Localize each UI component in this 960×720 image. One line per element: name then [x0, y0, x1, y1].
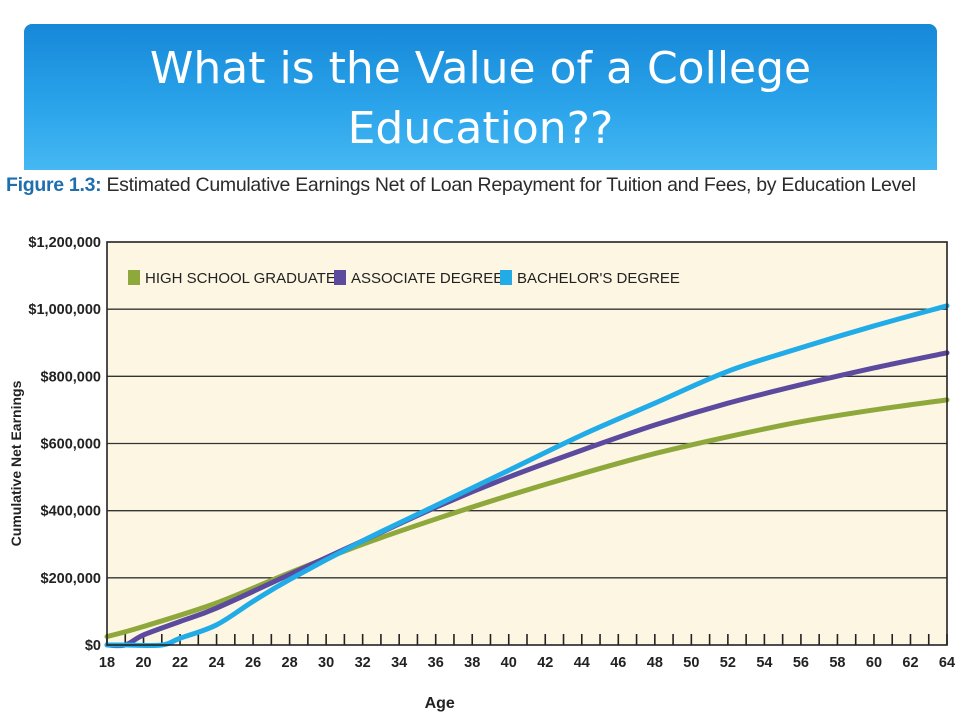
x-tick-label: 20 — [135, 655, 151, 671]
x-tick-label: 56 — [793, 655, 809, 671]
x-tick-label: 38 — [464, 655, 480, 671]
x-tick-label: 42 — [537, 655, 553, 671]
y-tick-label: $800,000 — [41, 369, 101, 385]
legend-label: BACHELOR'S DEGREE — [517, 270, 680, 287]
x-tick-label: 26 — [245, 655, 261, 671]
x-axis-label: Age — [425, 695, 455, 712]
legend-label: HIGH SCHOOL GRADUATE — [145, 270, 336, 287]
x-axis-ticks: 18 20 22 24 26 28 30 32 34 36 38 40 42 44 46 48 50 52 54 56… — [99, 634, 955, 671]
x-tick-label: 30 — [318, 655, 334, 671]
x-tick-label: 22 — [172, 655, 188, 671]
y-tick-label: $400,000 — [41, 504, 101, 520]
plot-frame — [106, 241, 948, 646]
x-tick-label: 60 — [866, 655, 882, 671]
x-tick-label: 52 — [720, 655, 736, 671]
legend: HIGH SCHOOL GRADUATE ASSOCIATE DEGREE BACH… — [128, 270, 680, 287]
series-line-bachelor — [104, 303, 950, 648]
x-tick-label: 46 — [610, 655, 626, 671]
slide-title: What is the Value of a College Education… — [149, 43, 812, 154]
x-tick-label: 48 — [647, 655, 663, 671]
title-banner: What is the Value of a College Education… — [24, 24, 937, 170]
y-tick-label: $1,200,000 — [28, 235, 101, 251]
x-tick-label: 44 — [574, 655, 590, 671]
figure-label: Figure 1.3: — [6, 174, 102, 196]
legend-swatch — [500, 270, 512, 285]
figure-caption-text: Estimated Cumulative Earnings Net of Loa… — [106, 174, 916, 196]
x-tick-label: 28 — [282, 655, 298, 671]
y-tick-label: $0 — [85, 638, 101, 654]
x-tick-label: 64 — [939, 655, 955, 671]
x-tick-label: 24 — [208, 655, 224, 671]
x-tick-label: 40 — [501, 655, 517, 671]
y-axis-label: Cumulative Net Earnings — [8, 380, 24, 546]
series-line-high-school — [104, 397, 950, 640]
x-tick-label: 58 — [829, 655, 845, 671]
y-axis-ticks: $0 $200,000 $400,000 $600,000 $800,000 $1,000… — [28, 235, 101, 654]
x-tick-label: 54 — [756, 655, 772, 671]
figure-caption: Figure 1.3: Estimated Cumulative Earning… — [6, 174, 916, 197]
legend-label: ASSOCIATE DEGREE — [351, 270, 503, 287]
x-tick-label: 36 — [428, 655, 444, 671]
x-tick-label: 62 — [902, 655, 918, 671]
series-lines — [104, 303, 950, 649]
y-tick-label: $600,000 — [41, 437, 101, 453]
y-tick-label: $200,000 — [41, 571, 101, 587]
x-tick-label: 32 — [355, 655, 371, 671]
x-tick-label: 18 — [99, 655, 115, 671]
x-tick-label: 34 — [391, 655, 407, 671]
y-tick-label: $1,000,000 — [28, 302, 101, 318]
x-tick-label: 50 — [683, 655, 699, 671]
legend-swatch — [334, 270, 346, 285]
gridlines — [107, 308, 947, 579]
legend-swatch — [128, 270, 140, 285]
